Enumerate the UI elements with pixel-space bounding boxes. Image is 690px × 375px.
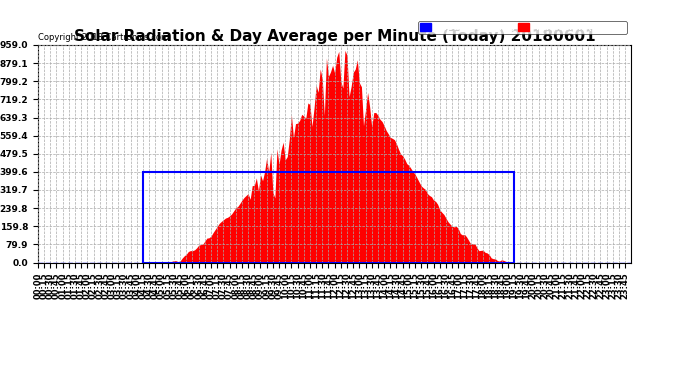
Legend: Median (W/m2), Radiation (W/m2): Median (W/m2), Radiation (W/m2) bbox=[418, 21, 627, 34]
Text: Copyright 2018 Cartronics.com: Copyright 2018 Cartronics.com bbox=[38, 33, 169, 42]
Bar bbox=[143, 172, 514, 262]
Title: Solar Radiation & Day Average per Minute (Today) 20180601: Solar Radiation & Day Average per Minute… bbox=[74, 29, 595, 44]
